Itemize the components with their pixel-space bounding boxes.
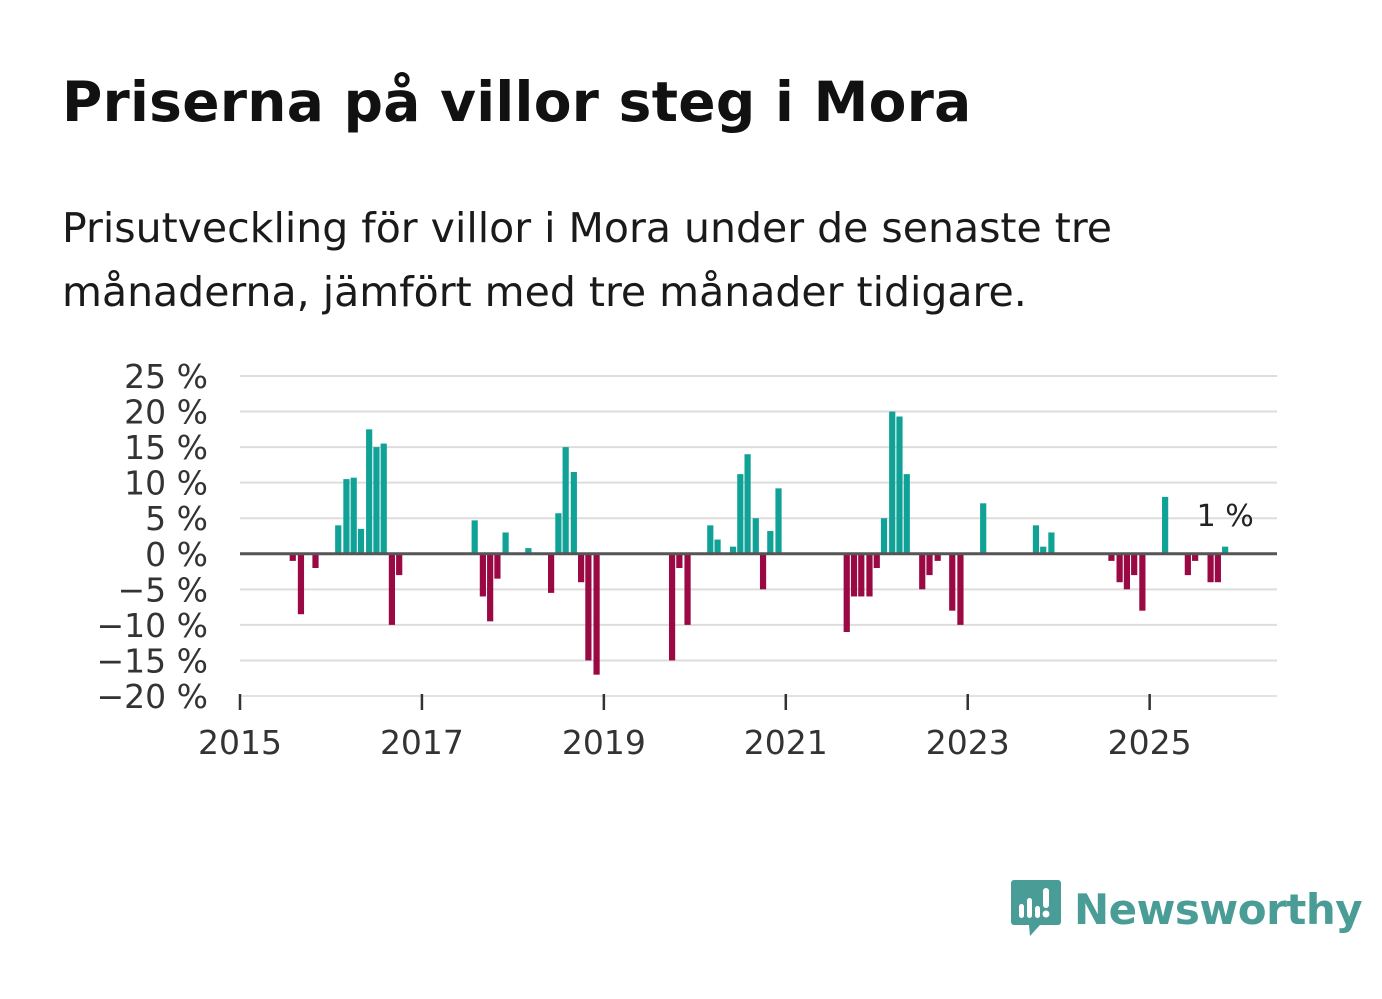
bar (1184, 553, 1191, 576)
bar (1214, 553, 1221, 583)
bar (343, 479, 350, 554)
bar (562, 447, 569, 554)
y-tick-label: −5 % (118, 570, 209, 609)
y-tick-label: 20 % (124, 393, 208, 432)
bar (903, 474, 910, 554)
bar (759, 553, 767, 590)
bars (289, 411, 1229, 675)
bar (1131, 553, 1138, 576)
y-tick-label: −15 % (97, 641, 209, 680)
bar (1048, 532, 1055, 554)
bar (1139, 553, 1146, 611)
y-tick-label: 15 % (124, 428, 208, 467)
bar (926, 553, 933, 576)
bar (866, 553, 873, 597)
x-tick-label: 2019 (562, 723, 646, 762)
chart-subtitle: Prisutveckling för villor i Mora under d… (62, 204, 1113, 316)
bar (494, 553, 501, 579)
bar (668, 553, 676, 661)
bar (479, 553, 486, 597)
brand-logo: Newsworthy (1010, 878, 1363, 940)
bar (570, 472, 577, 554)
bar (850, 553, 858, 597)
brand-name: Newsworthy (1074, 884, 1363, 934)
bar (949, 553, 956, 611)
bar (880, 518, 888, 554)
chart-title: Priserna på villor steg i Mora (62, 70, 972, 134)
bar (957, 553, 964, 625)
bar (357, 528, 365, 554)
x-tick-label: 2025 (1108, 723, 1192, 762)
bar (934, 553, 941, 561)
bar (767, 531, 774, 554)
y-tick-label: −10 % (97, 606, 209, 645)
bar (1123, 553, 1131, 590)
bar (396, 553, 403, 576)
bar (471, 520, 478, 554)
bar (1116, 553, 1123, 583)
bar (380, 443, 387, 554)
bar (289, 553, 296, 561)
bar (373, 447, 380, 554)
bar (593, 553, 600, 675)
bar (737, 474, 744, 554)
bar (858, 553, 865, 597)
y-tick-label: −20 % (97, 677, 209, 716)
bar (1192, 553, 1199, 561)
bar (297, 553, 305, 615)
bar (585, 553, 592, 661)
annotations: 1 % (1197, 499, 1254, 534)
bar (889, 411, 896, 554)
y-tick-label: 25 % (124, 357, 208, 396)
bar (752, 518, 759, 554)
bar (1032, 525, 1040, 554)
x-tick-label: 2015 (198, 723, 282, 762)
bar (980, 503, 987, 554)
bar (919, 553, 926, 590)
bar (684, 553, 691, 625)
bar (578, 553, 585, 583)
bar (896, 416, 903, 554)
x-tick-label: 2023 (926, 723, 1010, 762)
y-tick-label: 0 % (145, 535, 208, 574)
bar (548, 553, 555, 593)
bar (388, 553, 396, 625)
bar (487, 553, 494, 622)
bar (744, 454, 751, 554)
bar (502, 532, 509, 554)
bar (843, 553, 850, 632)
x-tick-label: 2017 (380, 723, 464, 762)
bar (729, 546, 737, 554)
bar (1207, 553, 1214, 583)
y-axis-labels: 25 %20 %15 %10 %5 %0 %−5 %−10 %−15 %−20 … (97, 357, 209, 716)
y-tick-label: 5 % (145, 499, 208, 538)
last-value-label: 1 % (1197, 499, 1254, 534)
y-tick-label: 10 % (124, 464, 208, 503)
bar (335, 525, 342, 554)
bar (714, 539, 721, 554)
bar (676, 553, 683, 568)
bar (1222, 546, 1229, 554)
bar (707, 525, 714, 554)
bar (775, 488, 782, 554)
bar (525, 548, 532, 554)
x-axis-labels: 2015 2017 2019 2021 2023 2025 (198, 694, 1192, 762)
bar (366, 429, 373, 554)
bar (873, 553, 880, 568)
newsworthy-logo-icon (1011, 880, 1061, 936)
bar (1162, 496, 1169, 554)
x-tick-label: 2021 (744, 723, 828, 762)
bar (555, 513, 562, 554)
axes (240, 552, 1277, 697)
bar (350, 477, 357, 554)
bar (1040, 546, 1047, 554)
bar (1108, 553, 1115, 561)
bar (312, 553, 319, 568)
